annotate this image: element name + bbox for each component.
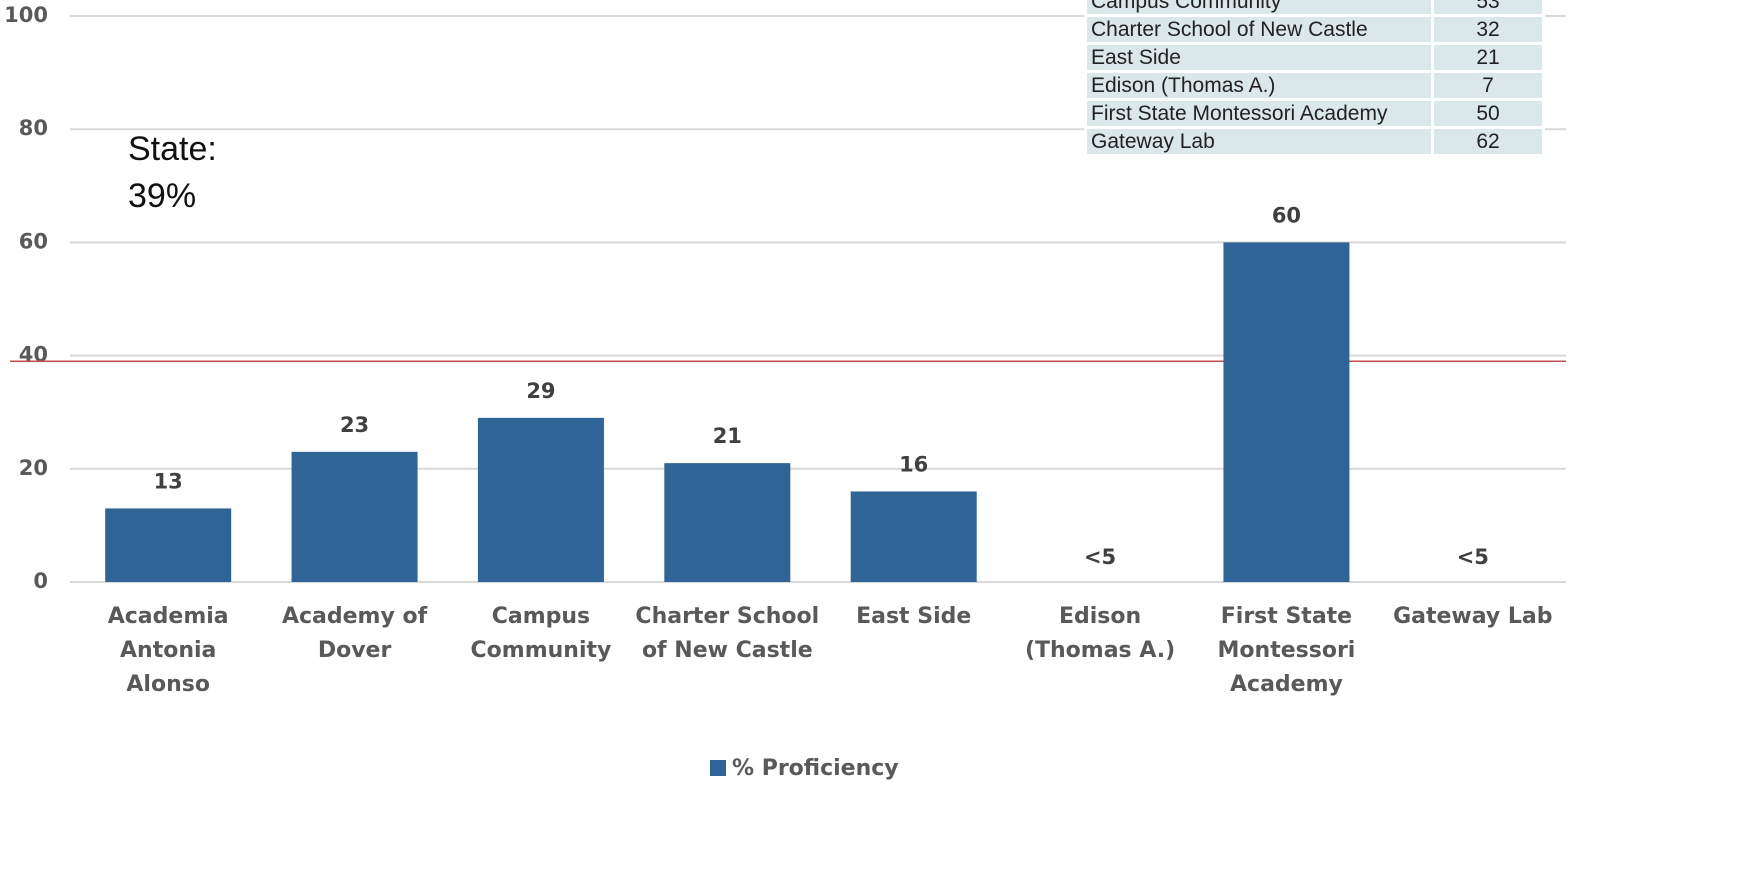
x-tick-label: Academy of Dover xyxy=(281,604,428,663)
table-row: Gateway Lab 62 xyxy=(1084,126,1545,157)
table-row: Edison (Thomas A.) 7 xyxy=(1084,70,1545,101)
table-cell: Edison (Thomas A.) xyxy=(1084,70,1434,101)
table-row: Charter School of New Castle 32 xyxy=(1084,14,1545,45)
y-tick-label: 80 xyxy=(19,116,48,140)
reference-label: State: xyxy=(128,130,217,168)
data-label: 23 xyxy=(340,413,369,437)
bar xyxy=(1223,242,1350,582)
data-label: 13 xyxy=(154,469,183,493)
table-cell: 50 xyxy=(1431,98,1545,129)
y-tick-label: 60 xyxy=(19,229,48,253)
y-tick-label: 0 xyxy=(33,569,48,593)
table-cell: Charter School of New Castle xyxy=(1084,14,1434,45)
bar xyxy=(664,463,791,582)
bar xyxy=(291,451,418,582)
data-label: <5 xyxy=(1457,545,1489,569)
x-tick-label: Charter School of New Castle xyxy=(635,604,820,663)
data-label: 60 xyxy=(1272,203,1301,227)
table-cell: First State Montessori Academy xyxy=(1084,98,1434,129)
legend-swatch xyxy=(710,760,726,776)
x-tick-label: Edison (Thomas A.) xyxy=(1024,604,1176,663)
x-tick-label: First State Montessori Academy xyxy=(1217,604,1356,697)
x-tick-label: East Side xyxy=(856,604,972,629)
x-tick-label: Academia Antonia Alonso xyxy=(107,604,229,697)
y-tick-label: 100 xyxy=(4,3,48,27)
y-tick-label: 20 xyxy=(19,456,48,480)
data-label: 29 xyxy=(526,379,555,403)
data-label: 16 xyxy=(899,452,928,476)
table-cell: 7 xyxy=(1431,70,1545,101)
y-tick-label: 40 xyxy=(19,343,48,367)
table-cell: 53 xyxy=(1431,0,1545,17)
data-label: 21 xyxy=(713,424,742,448)
data-table: Campus Community 53 Charter School of New … xyxy=(1084,0,1545,157)
table-cell: 21 xyxy=(1431,42,1545,73)
table-row: East Side 21 xyxy=(1084,42,1545,73)
table-cell: Gateway Lab xyxy=(1084,126,1434,157)
table-cell: 62 xyxy=(1431,126,1545,157)
legend-label: % Proficiency xyxy=(732,756,899,781)
bar xyxy=(477,417,604,582)
table-cell: East Side xyxy=(1084,42,1434,73)
table-cell: 32 xyxy=(1431,14,1545,45)
x-tick-label: Gateway Lab xyxy=(1393,604,1553,629)
reference-value-label: 39% xyxy=(128,177,196,215)
table-row: First State Montessori Academy 50 xyxy=(1084,98,1545,129)
bar xyxy=(850,491,977,582)
data-label: <5 xyxy=(1084,545,1116,569)
bar xyxy=(105,508,232,582)
x-tick-label: Campus Community xyxy=(470,604,612,663)
table-cell: Campus Community xyxy=(1084,0,1434,17)
table-row: Campus Community 53 xyxy=(1084,0,1545,17)
